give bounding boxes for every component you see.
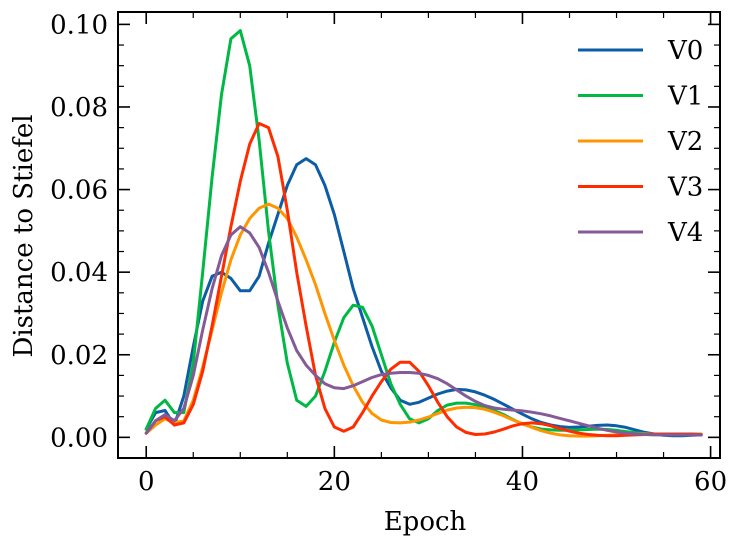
legend: V0 V1 V2 V3 V4 — [578, 36, 703, 248]
x-tick-label: 40 — [506, 467, 539, 497]
x-axis-label: Epoch — [384, 507, 467, 537]
y-tick-label: 0.08 — [50, 93, 108, 123]
legend-label-v1: V1 — [667, 82, 703, 112]
y-axis-label: Distance to Stiefel — [9, 114, 39, 357]
plot-frame — [117, 11, 721, 459]
y-tick-label: 0.02 — [50, 341, 108, 371]
x-tick-label: 60 — [694, 467, 727, 497]
x-tick-label: 0 — [138, 467, 155, 497]
legend-label-v2: V2 — [667, 127, 703, 157]
legend-label-v0: V0 — [667, 36, 703, 66]
series-layer — [144, 29, 703, 438]
series-line-v0 — [144, 157, 703, 438]
y-tick-label: 0.04 — [50, 258, 108, 288]
series-line-v3 — [144, 122, 703, 438]
legend-label-v4: V4 — [667, 218, 703, 248]
y-tick-label: 0.06 — [50, 176, 108, 206]
series-line-v4 — [144, 225, 703, 437]
ticks-layer — [118, 12, 720, 459]
legend-label-v3: V3 — [667, 173, 703, 203]
tick-labels-layer: 0 20 40 60 0.00 0.02 0.04 0.06 0.08 0.10 — [50, 10, 727, 497]
y-tick-label: 0.10 — [50, 10, 108, 40]
x-tick-label: 20 — [318, 467, 351, 497]
y-tick-label: 0.00 — [50, 423, 108, 453]
